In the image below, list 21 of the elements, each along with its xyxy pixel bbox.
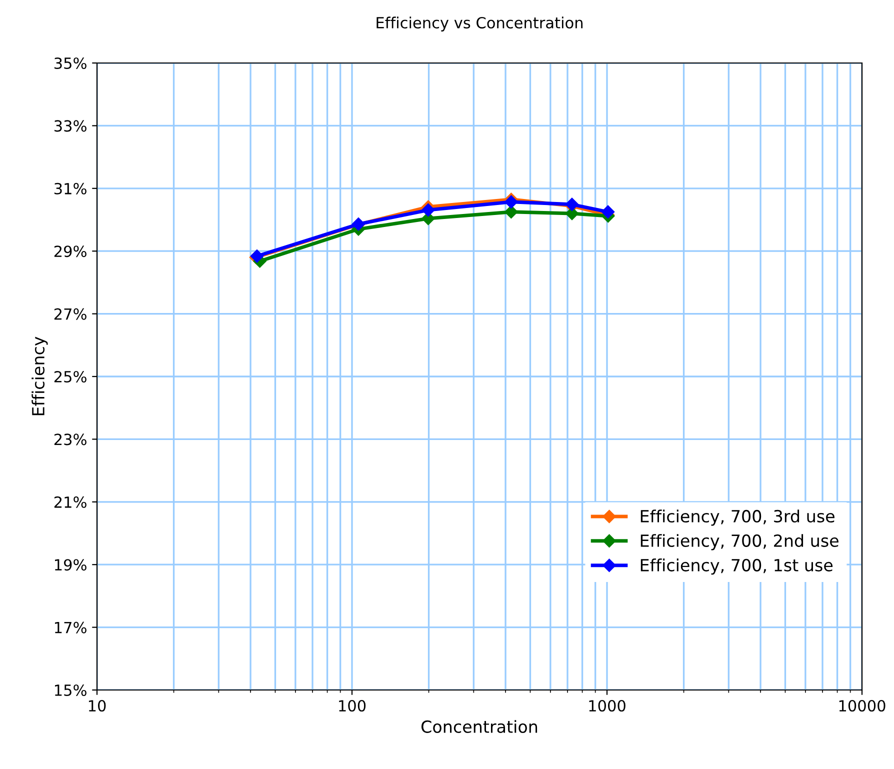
- x-tick-label: 1000: [589, 700, 626, 712]
- y-axis-title: Efficiency: [32, 336, 48, 416]
- x-tick-label: 10: [88, 700, 106, 712]
- y-tick-label: 23%: [54, 434, 86, 446]
- y-tick-label: 29%: [54, 246, 86, 258]
- legend-label: Efficiency, 700, 3rd use: [640, 510, 834, 526]
- y-tick-label: 31%: [54, 182, 86, 194]
- x-tick-label: 100: [339, 700, 366, 712]
- y-tick-label: 17%: [55, 622, 86, 634]
- y-tick-label: 19%: [55, 559, 86, 571]
- x-axis-title: Concentration: [421, 720, 538, 733]
- y-tick-label: 35%: [54, 57, 86, 70]
- y-tick-label: 33%: [54, 120, 86, 132]
- legend-label: Efficiency, 700, 2nd use: [640, 534, 838, 550]
- y-tick-label: 25%: [54, 370, 86, 383]
- chart-title: Efficiency vs Concentration: [376, 16, 583, 32]
- legend-label: Efficiency, 700, 1st use: [640, 558, 833, 575]
- x-tick-label: 10000: [839, 700, 886, 712]
- y-tick-label: 27%: [54, 308, 86, 320]
- y-tick-label: 15%: [55, 684, 86, 696]
- y-tick-label: 21%: [54, 496, 86, 508]
